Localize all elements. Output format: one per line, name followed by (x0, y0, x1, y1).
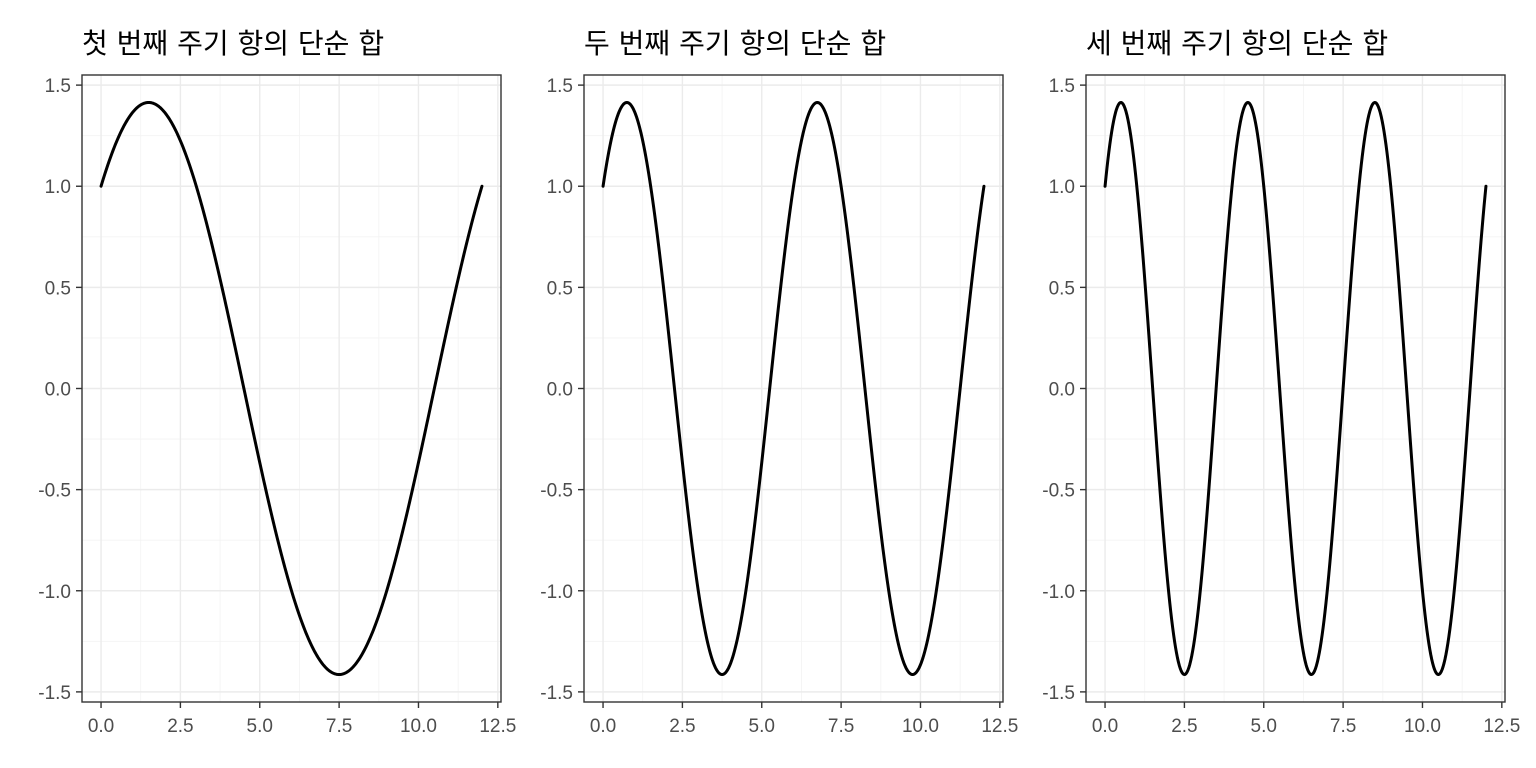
chart-2-x-tick-label: 5.0 (749, 716, 775, 737)
chart-1-x-tick-label: 12.5 (479, 716, 516, 737)
chart-1-y-tick-label: 1.0 (45, 177, 71, 198)
chart-1-y-tick-label: 0.0 (45, 380, 71, 401)
chart-1-y-tick-label: 0.5 (45, 278, 71, 299)
chart-3-title: 세 번째 주기 항의 단순 합 (1086, 27, 1388, 60)
chart-2-x-tick-label: 12.5 (981, 716, 1018, 737)
chart-2-x-tick-label: 2.5 (669, 716, 695, 737)
chart-2-y-tick-label: 1.5 (547, 76, 573, 97)
chart-2-x-tick-label: 7.5 (828, 716, 854, 737)
chart-1-y-tick-label: -1.5 (38, 683, 71, 704)
chart-2: 1.5 1.0 0.5 0.0 -0.5 -1.0 -1.5 0.0 2.5 5.0 7.5 10.0… (540, 27, 1018, 737)
chart-1: 1.5 1.0 0.5 0.0 -0.5 -1.0 -1.5 0.0 2.5 5.0 7.5 10.0… (38, 27, 516, 737)
chart-3-x-tick-label: 2.5 (1171, 716, 1197, 737)
chart-3-y-tick-label: 0.0 (1049, 380, 1075, 401)
chart-2-title: 두 번째 주기 항의 단순 합 (584, 27, 886, 60)
chart-3-series-1-line (1103, 100, 1488, 677)
chart-3-x-tick-label: 7.5 (1330, 716, 1356, 737)
chart-2-x-tick-label: 10.0 (902, 716, 939, 737)
chart-3: 1.5 1.0 0.5 0.0 -0.5 -1.0 -1.5 0.0 2.5 5.0 7.5 10.0… (1042, 27, 1520, 737)
chart-3-x-tick-label: 0.0 (1092, 716, 1118, 737)
chart-3-y-tick-label: -1.0 (1042, 582, 1075, 603)
chart-1-x-tick-label: 2.5 (167, 716, 193, 737)
chart-1-x-tick-label: 5.0 (247, 716, 273, 737)
chart-1-x-tick-label: 7.5 (326, 716, 352, 737)
chart-1-title: 첫 번째 주기 항의 단순 합 (82, 27, 384, 60)
chart-3-y-tick-label: -0.5 (1042, 481, 1075, 502)
chart-3-x-tick-label: 12.5 (1483, 716, 1520, 737)
chart-1-x-tick-label: 0.0 (88, 716, 114, 737)
chart-2-y-tick-label: -0.5 (540, 481, 573, 502)
chart-1-y-tick-label: -1.0 (38, 582, 71, 603)
chart-2-y-tick-label: 1.0 (547, 177, 573, 198)
chart-3-y-tick-label: 1.5 (1049, 76, 1075, 97)
chart-2-y-tick-label: -1.0 (540, 582, 573, 603)
chart-2-x-tick-label: 0.0 (590, 716, 616, 737)
chart-3-y-tick-label: -1.5 (1042, 683, 1075, 704)
chart-3-y-tick-label: 1.0 (1049, 177, 1075, 198)
chart-1-y-tick-label: 1.5 (45, 76, 71, 97)
chart-1-y-tick-label: -0.5 (38, 481, 71, 502)
chart-3-x-tick-label: 5.0 (1251, 716, 1277, 737)
chart-2-series-1-line (601, 100, 986, 677)
chart-1-series-1-line (99, 100, 484, 677)
chart-2-y-tick-label: -1.5 (540, 683, 573, 704)
chart-2-y-tick-label: 0.0 (547, 380, 573, 401)
chart-2-y-tick-label: 0.5 (547, 278, 573, 299)
chart-3-y-tick-label: 0.5 (1049, 278, 1075, 299)
chart-1-x-tick-label: 10.0 (400, 716, 437, 737)
chart-3-x-tick-label: 10.0 (1404, 716, 1441, 737)
